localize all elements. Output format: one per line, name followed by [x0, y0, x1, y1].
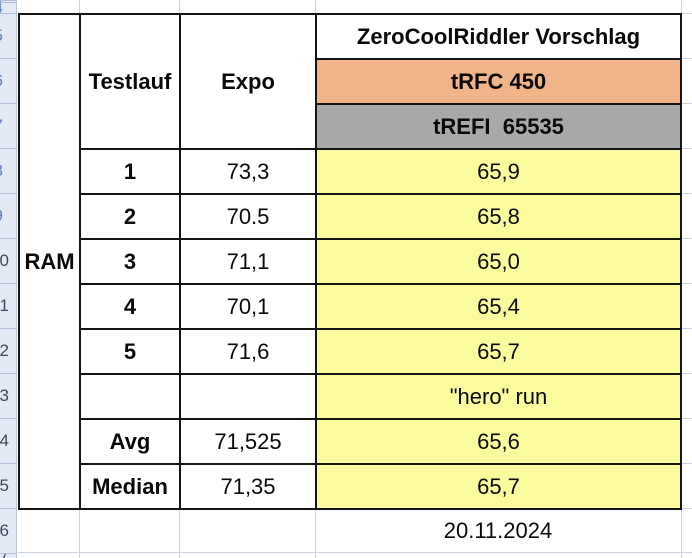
cell-hero-proposal[interactable]: "hero" run — [315, 373, 682, 420]
date-label: 20.11.2024 — [443, 518, 553, 543]
cell-hero-testlauf[interactable] — [79, 373, 181, 420]
row-header-13[interactable]: 13 — [0, 373, 17, 418]
cell-run5-proposal[interactable]: 65,7 — [315, 328, 682, 375]
row-header-3[interactable]: 3 — [0, 0, 17, 2]
gridline — [682, 283, 692, 284]
cell-run4-proposal[interactable]: 65,4 — [315, 283, 682, 330]
cell-expo-header[interactable]: Expo — [179, 13, 317, 150]
cell-run4-expo[interactable]: 70,1 — [179, 283, 317, 330]
cell-run2-proposal[interactable]: 65,8 — [315, 193, 682, 240]
row-header-4[interactable]: 4 — [0, 2, 17, 13]
cell-run1-proposal[interactable]: 65,9 — [315, 148, 682, 195]
cell-run4-testlauf[interactable]: 4 — [79, 283, 181, 330]
cell-run5-expo[interactable]: 71,6 — [179, 328, 317, 375]
cell-ram[interactable]: RAM — [18, 13, 81, 510]
cell-run3-proposal[interactable]: 65,0 — [315, 238, 682, 285]
gridline — [682, 373, 692, 374]
row-header-11[interactable]: 11 — [0, 283, 17, 328]
testlauf-header-label: Testlauf — [88, 68, 172, 94]
gridline — [682, 103, 692, 104]
cell-testlauf-header[interactable]: Testlauf — [79, 13, 181, 150]
cell-trefi[interactable]: tREFI 65535 — [315, 103, 682, 150]
cell-median-proposal[interactable]: 65,7 — [315, 463, 682, 510]
gridline — [682, 238, 692, 239]
gridline — [682, 193, 692, 194]
row-header-14[interactable]: 14 — [0, 418, 17, 463]
gridline — [682, 58, 692, 59]
expo-header-label: Expo — [221, 68, 275, 94]
cell-run3-testlauf[interactable]: 3 — [79, 238, 181, 285]
cell-run1-expo[interactable]: 73,3 — [179, 148, 317, 195]
gridline — [682, 13, 692, 14]
gridline — [682, 328, 692, 329]
cell-date[interactable]: 20.11.2024 — [316, 510, 680, 552]
gridline — [315, 0, 316, 13]
gridline — [79, 510, 80, 558]
cell-run2-testlauf[interactable]: 2 — [79, 193, 181, 240]
cell-avg-label[interactable]: Avg — [79, 418, 181, 465]
ram-label: RAM — [24, 248, 75, 274]
row-header-16[interactable]: 16 — [0, 508, 17, 553]
trfc-label: tRFC 450 — [450, 68, 547, 94]
row-header-17[interactable]: 17 — [0, 553, 17, 558]
gridline — [682, 463, 692, 464]
row-header-15[interactable]: 15 — [0, 463, 17, 508]
gridline — [682, 508, 692, 509]
gridline — [682, 148, 692, 149]
gridline — [315, 510, 316, 558]
row-header-7[interactable]: 7 — [0, 103, 17, 148]
gridline — [179, 510, 180, 558]
gridline — [79, 0, 80, 13]
cell-avg-expo[interactable]: 71,525 — [179, 418, 317, 465]
gridline — [179, 0, 180, 13]
gridline — [682, 418, 692, 419]
row-header-12[interactable]: 12 — [0, 328, 17, 373]
cell-median-label[interactable]: Median — [79, 463, 181, 510]
row-header-10[interactable]: 10 — [0, 238, 17, 283]
cell-proposal-title[interactable]: ZeroCoolRiddler Vorschlag — [315, 13, 682, 60]
cell-run5-testlauf[interactable]: 5 — [79, 328, 181, 375]
trefi-label: tREFI 65535 — [433, 113, 564, 139]
row-header-8[interactable]: 8 — [0, 148, 17, 193]
row-header-5[interactable]: 5 — [0, 13, 17, 58]
cell-trfc[interactable]: tRFC 450 — [315, 58, 682, 105]
cell-avg-proposal[interactable]: 65,6 — [315, 418, 682, 465]
cell-run1-testlauf[interactable]: 1 — [79, 148, 181, 195]
row-header-column: 3 4 5 6 7 8 9 10 11 12 13 14 15 16 17 — [0, 0, 17, 558]
cell-run3-expo[interactable]: 71,1 — [179, 238, 317, 285]
row-header-9[interactable]: 9 — [0, 193, 17, 238]
proposal-title-label: ZeroCoolRiddler Vorschlag — [356, 23, 641, 49]
cell-run2-expo[interactable]: 70.5 — [179, 193, 317, 240]
gridline — [18, 552, 692, 553]
cell-median-expo[interactable]: 71,35 — [179, 463, 317, 510]
row-header-6[interactable]: 6 — [0, 58, 17, 103]
cell-hero-expo[interactable] — [179, 373, 317, 420]
